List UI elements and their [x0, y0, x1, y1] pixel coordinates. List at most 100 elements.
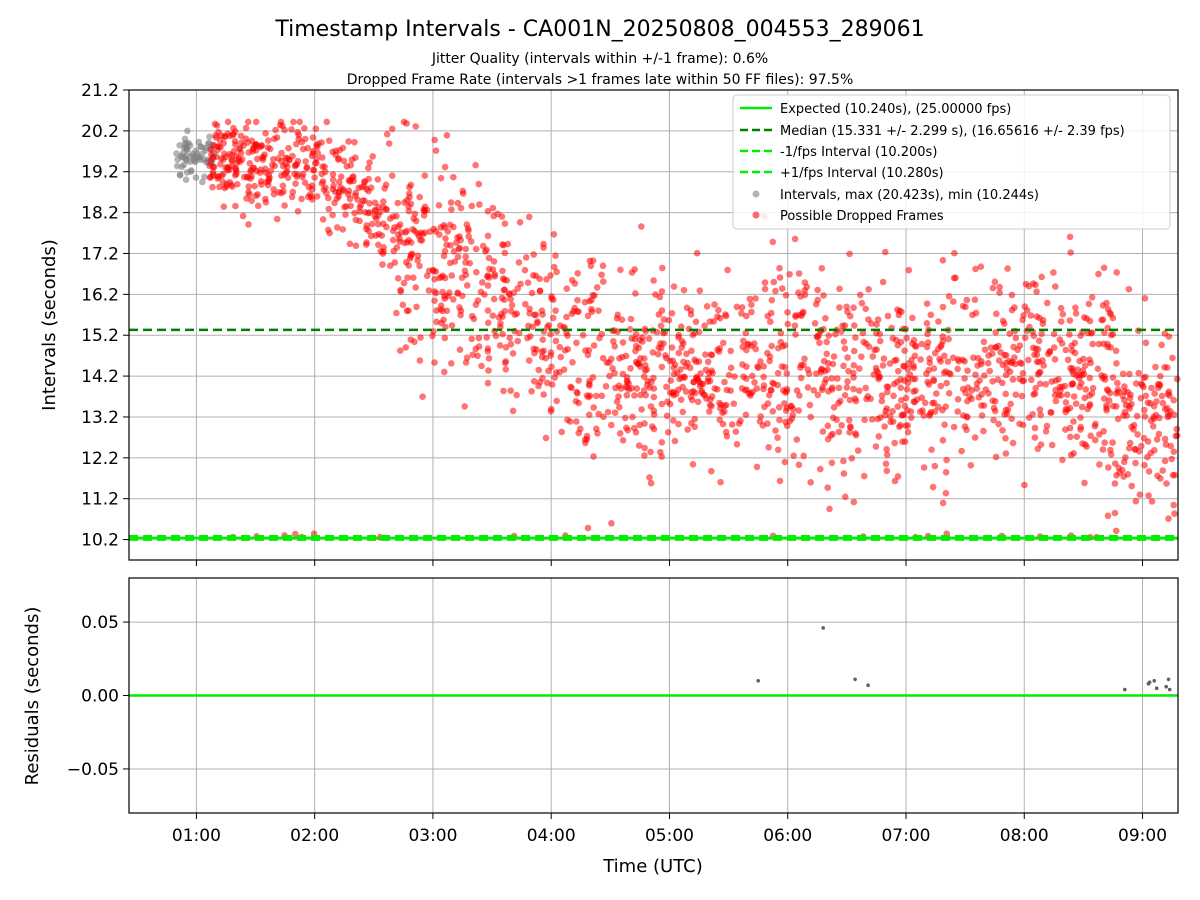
dropped-frame-point: [798, 312, 805, 320]
intervals-x-ticks: [195, 560, 1144, 566]
dropped-frame-point: [1066, 424, 1074, 432]
dropped-frame-point: [451, 258, 459, 265]
dropped-frame-point: [971, 434, 979, 441]
intervals-y-axis-label: Intervals (seconds): [39, 239, 60, 411]
dropped-frame-point: [754, 363, 761, 370]
dropped-frame-point: [879, 362, 887, 369]
dropped-frame-point: [1170, 396, 1177, 404]
dropped-frame-point: [483, 334, 491, 341]
dropped-frame-point: [616, 355, 623, 362]
dropped-frame-point: [919, 407, 926, 414]
dropped-frame-point: [431, 297, 438, 305]
dropped-frame-point: [865, 316, 872, 323]
dropped-frame-point: [472, 161, 479, 169]
dropped-frame-point: [490, 295, 498, 303]
dropped-frame-point: [824, 422, 832, 430]
dropped-frame-point: [414, 252, 422, 260]
dropped-frame-point: [897, 338, 905, 346]
dropped-frame-point: [540, 391, 547, 398]
dropped-frame-point: [1072, 310, 1080, 317]
dropped-frame-point: [322, 168, 329, 176]
dropped-frame-point: [836, 304, 843, 311]
dropped-frame-point: [484, 319, 492, 327]
ytick-label-top-11: 21.2: [81, 81, 119, 101]
dropped-frame-point: [507, 340, 515, 348]
dropped-frame-point: [490, 258, 498, 265]
dropped-frame-point: [767, 386, 775, 394]
dropped-frame-point: [1036, 314, 1043, 322]
dropped-frame-point: [289, 188, 297, 196]
dropped-frame-point: [1037, 441, 1045, 448]
dropped-frame-point: [769, 408, 777, 415]
dropped-frame-point: [393, 309, 400, 317]
dropped-frame-point: [890, 392, 897, 400]
dropped-frame-point: [354, 196, 361, 203]
dropped-frame-point: [475, 180, 483, 188]
dropped-frame-point: [530, 378, 538, 385]
dropped-frame-point: [991, 278, 999, 286]
dropped-frame-point: [367, 232, 375, 240]
dropped-frame-point: [925, 366, 933, 374]
dropped-frame-point: [660, 329, 667, 337]
dropped-frame-point: [258, 142, 266, 149]
dropped-frame-point: [739, 361, 746, 368]
dropped-frame-point: [1088, 329, 1096, 336]
dropped-frame-point: [883, 451, 891, 459]
dropped-frame-point: [675, 420, 682, 428]
dropped-frame-point: [1004, 265, 1011, 272]
dropped-frame-point: [993, 310, 1000, 318]
dropped-frame-point: [997, 349, 1004, 356]
dropped-frame-point: [1105, 397, 1113, 404]
dropped-frame-point: [1101, 439, 1108, 447]
dropped-frame-point: [650, 374, 657, 382]
dropped-frame-point: [1021, 481, 1028, 489]
dropped-frame-point: [476, 201, 483, 208]
dropped-frame-point: [416, 262, 423, 270]
interval-point: [182, 176, 190, 183]
dropped-frame-point: [491, 273, 499, 280]
dropped-frame-point: [1125, 444, 1133, 452]
dropped-frame-point: [649, 349, 657, 356]
dropped-frame-point: [1002, 435, 1009, 442]
dropped-frame-point: [811, 320, 819, 327]
dropped-frame-point: [772, 287, 779, 295]
dropped-frame-point: [938, 341, 945, 349]
dropped-frame-point: [209, 168, 217, 176]
dropped-frame-point: [1018, 360, 1025, 368]
dropped-frame-point: [941, 352, 948, 360]
dropped-frame-point: [1030, 391, 1037, 398]
dropped-frame-point: [572, 397, 580, 405]
dropped-frame-point: [484, 307, 492, 314]
dropped-frame-point: [563, 285, 571, 293]
dropped-frame-point: [1099, 374, 1107, 382]
dropped-frame-point: [850, 385, 857, 393]
dropped-frame-point: [1132, 459, 1139, 467]
dropped-frame-point: [1067, 249, 1074, 256]
dropped-frame-point: [930, 376, 937, 384]
dropped-frame-point: [1062, 399, 1070, 406]
dropped-frame-point: [901, 438, 909, 445]
dropped-frame-point: [781, 458, 789, 466]
dropped-frame-point: [633, 385, 641, 392]
dropped-frame-point: [548, 405, 555, 413]
dropped-frame-point: [403, 227, 411, 235]
dropped-frame-point: [609, 365, 616, 372]
dropped-frame-point: [309, 185, 316, 193]
dropped-frame-point: [873, 329, 880, 337]
dropped-frame-point: [966, 393, 973, 400]
dropped-frame-point: [1139, 381, 1146, 389]
dropped-frame-point: [1096, 431, 1103, 438]
dropped-frame-point: [1132, 497, 1140, 505]
dropped-frame-point: [1008, 291, 1016, 299]
residual-point-10: [1166, 677, 1171, 682]
dropped-frame-point: [852, 397, 860, 405]
dropped-frame-point: [776, 477, 784, 485]
dropped-frame-point: [536, 378, 544, 386]
dropped-frame-point: [299, 170, 307, 178]
dropped-frame-point: [1009, 376, 1017, 383]
dropped-frame-point: [413, 303, 420, 311]
dropped-frame-point: [645, 335, 653, 343]
dropped-frame-point: [990, 416, 997, 424]
dropped-frame-point: [251, 182, 258, 190]
dropped-frame-point: [748, 301, 755, 309]
